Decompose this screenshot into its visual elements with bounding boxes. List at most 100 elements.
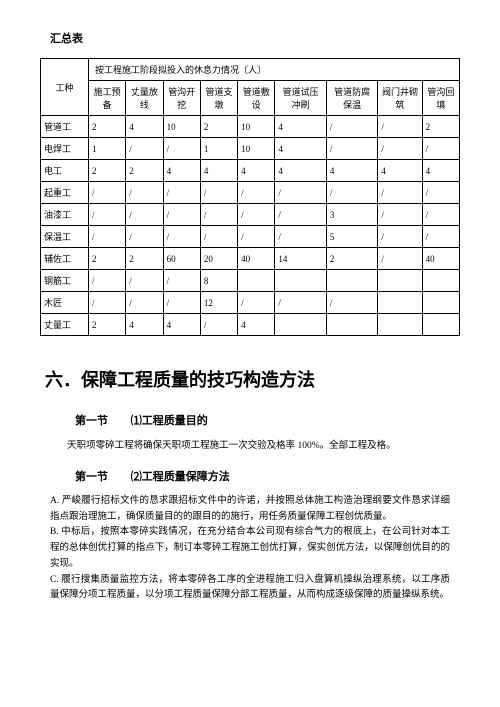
cell: / [326, 292, 377, 314]
row-label: 木匠 [41, 292, 89, 314]
cell: / [163, 138, 200, 160]
col-header: 施工预备 [89, 81, 126, 116]
cell: / [89, 226, 126, 248]
section2-title: ⑵工程质量保障方法 [131, 471, 230, 483]
column-header-row: 施工预备 丈量放线 管沟开挖 管道支墩 管道敷设 管道试压冲刷 管道防腐保温 阀… [41, 81, 460, 116]
cell: / [422, 138, 459, 160]
cell [275, 314, 326, 336]
col-header: 管沟开挖 [163, 81, 200, 116]
cell: / [326, 182, 377, 204]
table-span-header: 按工程施工阶段拟投入的休息力情况〔人〕 [89, 59, 460, 81]
cell: 40 [238, 248, 275, 270]
col-header: 管道敷设 [238, 81, 275, 116]
cell: / [275, 292, 326, 314]
cell: 4 [238, 314, 275, 336]
cell: 4 [275, 116, 326, 138]
cell [422, 314, 459, 336]
summary-title: 汇总表 [50, 30, 460, 46]
cell: 4 [126, 116, 163, 138]
cell: / [326, 116, 377, 138]
cell: 8 [200, 270, 237, 292]
cell: 4 [163, 160, 200, 182]
cell: / [89, 204, 126, 226]
row-label: 保温工 [41, 226, 89, 248]
cell: / [238, 204, 275, 226]
cell: / [163, 182, 200, 204]
cell: / [378, 182, 422, 204]
cell: / [89, 182, 126, 204]
cell: 4 [163, 314, 200, 336]
row-label: 电焊工 [41, 138, 89, 160]
table-row: 起重工///////// [41, 182, 460, 204]
cell [238, 270, 275, 292]
cell: 40 [422, 248, 459, 270]
section2-body: A. 严峻履行招标文件的恳求跟招标文件中的许诺，并按照总体施工构造治理纲要文件恳… [50, 494, 450, 604]
table-row: 电工224444444 [41, 160, 460, 182]
cell: / [126, 292, 163, 314]
table-row: 管道工24102104//2 [41, 116, 460, 138]
cell: 20 [200, 248, 237, 270]
cell: 4 [275, 138, 326, 160]
section1-title: ⑴工程质量目的 [131, 415, 208, 427]
cell: 4 [275, 160, 326, 182]
cell: / [275, 204, 326, 226]
row-label: 管道工 [41, 116, 89, 138]
cell: 10 [238, 116, 275, 138]
row-header-label: 工种 [41, 59, 89, 116]
cell: / [163, 226, 200, 248]
cell: / [378, 116, 422, 138]
main-heading: 六．保障工程质量的技巧构造方法 [45, 366, 460, 392]
col-header: 阀门井砌筑 [378, 81, 422, 116]
cell [378, 292, 422, 314]
cell: / [378, 138, 422, 160]
cell: / [89, 292, 126, 314]
table-row: 辅佐工22602040142/40 [41, 248, 460, 270]
section1-heading: 第一节 ⑴工程质量目的 [75, 412, 460, 428]
cell [422, 292, 459, 314]
cell: 12 [200, 292, 237, 314]
section1-prefix: 第一节 [75, 415, 108, 427]
cell: 10 [238, 138, 275, 160]
cell: / [238, 182, 275, 204]
cell: / [275, 182, 326, 204]
labor-table: 工种 按工程施工阶段拟投入的休息力情况〔人〕 施工预备 丈量放线 管沟开挖 管道… [40, 58, 460, 336]
col-header: 管道防腐保温 [326, 81, 377, 116]
cell: / [126, 138, 163, 160]
table-row: 油漆工//////3// [41, 204, 460, 226]
section2-prefix: 第一节 [75, 471, 108, 483]
cell: / [126, 270, 163, 292]
cell: / [275, 226, 326, 248]
cell: 4 [422, 160, 459, 182]
cell: 4 [200, 160, 237, 182]
cell: 10 [163, 116, 200, 138]
cell: 2 [422, 116, 459, 138]
cell [275, 270, 326, 292]
cell: / [326, 138, 377, 160]
col-header: 管沟回填 [422, 81, 459, 116]
cell: / [126, 226, 163, 248]
cell: 2 [126, 160, 163, 182]
table-row: 钢筋工///8 [41, 270, 460, 292]
cell: / [163, 270, 200, 292]
section1-para: 天职项零碎工程将确保天职项工程施工一次交验及格率 100%。全部工程及格。 [50, 438, 450, 454]
row-label: 电工 [41, 160, 89, 182]
cell: 2 [326, 248, 377, 270]
cell [378, 270, 422, 292]
cell: / [378, 226, 422, 248]
cell [326, 314, 377, 336]
cell: / [238, 292, 275, 314]
cell: / [200, 314, 237, 336]
row-label: 起重工 [41, 182, 89, 204]
cell: 2 [200, 116, 237, 138]
row-label: 油漆工 [41, 204, 89, 226]
cell: 4 [326, 160, 377, 182]
cell: 4 [238, 160, 275, 182]
cell [422, 270, 459, 292]
row-label: 钢筋工 [41, 270, 89, 292]
col-header: 管道试压冲刷 [275, 81, 326, 116]
cell: 2 [89, 116, 126, 138]
cell: 2 [89, 248, 126, 270]
cell: / [200, 182, 237, 204]
cell: / [422, 204, 459, 226]
col-header: 管道支墩 [200, 81, 237, 116]
